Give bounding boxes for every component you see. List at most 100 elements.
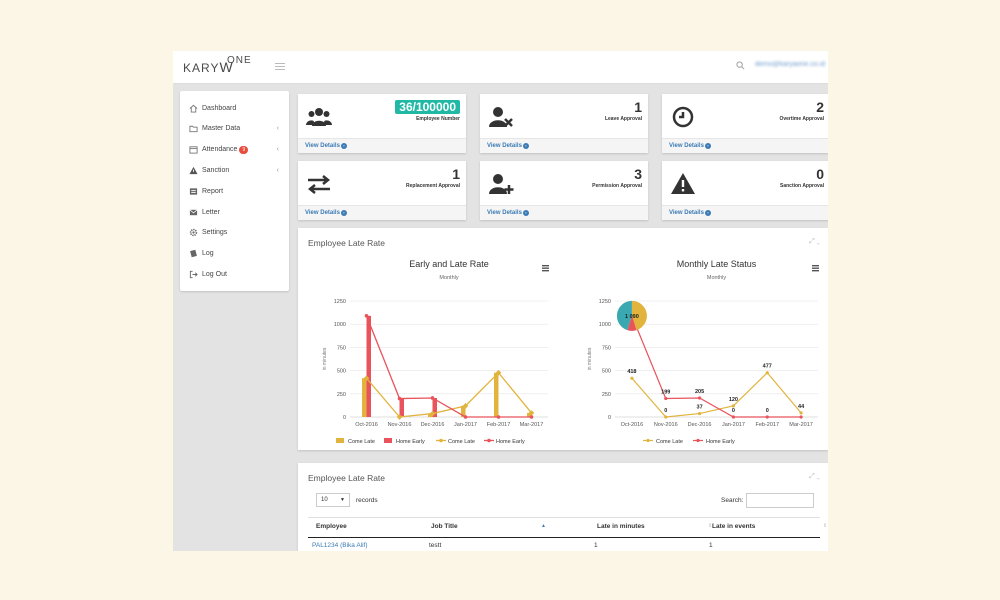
column-header-late-minutes[interactable]: Late in minutes [597, 523, 645, 530]
sidebar-item-settings[interactable]: Settings [188, 226, 283, 240]
column-header-employee[interactable]: Employee [316, 523, 347, 530]
legend-item[interactable]: Come Late [643, 438, 683, 445]
sort-asc-icon[interactable]: ▲ [541, 523, 546, 529]
stat-card-leave-approval: 1 Leave Approval View Details › [480, 94, 648, 153]
point-home-early [765, 415, 769, 419]
search-icon[interactable] [736, 61, 745, 70]
card-footer: View Details › [662, 205, 828, 220]
legend-item[interactable]: Come Late [436, 438, 475, 445]
sidebar-item-letter[interactable]: Letter [188, 205, 283, 219]
view-details-label: View Details [487, 143, 522, 149]
user-email[interactable]: demo@karyaone.co.id [755, 61, 826, 68]
users-icon [306, 104, 332, 130]
view-details-link[interactable]: View Details › [305, 143, 347, 149]
y-axis-label: in minutes [587, 347, 593, 370]
chart-subtitle: Monthly [707, 275, 727, 281]
view-details-link[interactable]: View Details › [487, 210, 529, 216]
column-header-late-events[interactable]: Late in events [712, 523, 756, 530]
stat-value: 3 [634, 166, 642, 182]
sidebar-item-sanction[interactable]: Sanction ‹ [188, 163, 283, 177]
point-come-late [664, 415, 668, 419]
point-home-early [364, 314, 369, 318]
y-tick-label: 0 [608, 415, 611, 421]
table-header-divider [308, 517, 820, 518]
envelope-icon [188, 207, 198, 217]
y-tick-label: 0 [343, 415, 346, 421]
page-size-select[interactable]: 10 ▼ [316, 493, 350, 507]
sidebar-item-label: Sanction [202, 166, 230, 174]
sidebar-item-report[interactable]: Report [188, 184, 283, 198]
legend-item[interactable]: Home Early [693, 438, 735, 445]
logo-text: KARY [183, 61, 220, 75]
x-tick-label: Dec-2016 [688, 422, 712, 428]
chart-menu-icon[interactable] [812, 265, 819, 272]
logo-w: W [219, 59, 234, 75]
point-come-late [799, 411, 803, 415]
bar-come-late [494, 372, 499, 417]
chart-title: Monthly Late Status [677, 259, 757, 269]
chevron-left-icon[interactable]: ‹ [276, 125, 279, 133]
view-details-link[interactable]: View Details › [305, 210, 347, 216]
sidebar-item-attendance[interactable]: Attendance 9 ‹ [188, 143, 283, 157]
table-cell-employee[interactable]: PAL1234 (Bika Alif) [312, 542, 368, 549]
early-late-rate-chart: Early and Late Rate Monthly 0 250 500 750 1000… [322, 259, 549, 445]
point-home-early [731, 415, 736, 419]
y-tick-label: 500 [337, 369, 346, 375]
y-tick-label: 1000 [599, 322, 611, 328]
card-footer: View Details › [298, 205, 466, 220]
point-come-late [396, 414, 403, 420]
point-come-late [363, 375, 370, 382]
data-label: 418 [627, 369, 636, 375]
stat-value: 36/100000 [395, 100, 460, 114]
karyaone-logo[interactable]: KARYW ONE [183, 55, 251, 75]
chevron-left-icon[interactable]: ‹ [276, 146, 279, 154]
sidebar-item-label: Master Data [202, 125, 241, 133]
sort-icon[interactable]: ⇕ [708, 523, 713, 529]
sidebar-item-dashboard[interactable]: Dashboard [188, 101, 283, 115]
legend-swatch [336, 438, 344, 443]
app-window: KARYW ONE demo@karyaone.co.id Dashboard M… [173, 51, 828, 551]
arrow-circle-icon: › [522, 210, 529, 216]
panel-tools[interactable]: ⤢ ⌄ [809, 238, 820, 245]
stat-label: Employee Number [416, 116, 460, 122]
stat-card-permission-approval: 3 Permission Approval View Details › [480, 161, 648, 220]
legend-item[interactable]: Home Early [384, 438, 425, 445]
gear-icon [188, 228, 198, 238]
bar-come-late [428, 413, 433, 417]
point-come-late [630, 376, 634, 380]
card-footer: View Details › [480, 205, 648, 220]
sidebar-item-label: Log [202, 250, 214, 258]
chart-menu-icon[interactable] [542, 265, 549, 272]
point-home-early [697, 396, 702, 400]
clock-icon [670, 104, 696, 130]
sidebar-item-log[interactable]: Log [188, 247, 283, 261]
report-icon [188, 186, 198, 196]
pie-slice [616, 300, 632, 331]
sidebar-item-label: Attendance [202, 146, 238, 154]
menu-line [812, 265, 819, 267]
calendar-icon [188, 145, 198, 155]
menu-toggle-icon[interactable] [275, 63, 285, 71]
column-header-job-title[interactable]: Job Title [431, 523, 458, 530]
sidebar-item-label: Report [202, 187, 224, 195]
sidebar-item-master-data[interactable]: Master Data ‹ [188, 122, 283, 136]
view-details-link[interactable]: View Details › [487, 143, 529, 149]
warning-icon [670, 171, 696, 197]
view-details-link[interactable]: View Details › [669, 143, 711, 149]
sidebar-item-log-out[interactable]: Log Out [188, 267, 283, 281]
point-home-early [496, 415, 501, 419]
sort-icon[interactable]: ⇕ [823, 523, 828, 529]
bar-home-early [432, 397, 437, 417]
point-come-late [528, 410, 535, 416]
table-panel: Employee Late Rate ⤢ ⌄ 10 ▼ records Searc… [298, 463, 828, 551]
legend-item[interactable]: Home Early [484, 438, 525, 445]
sidebar-item-label: Log Out [202, 270, 227, 278]
sidebar-item-label: Settings [202, 229, 228, 237]
table-search-input[interactable] [746, 493, 814, 508]
legend-item[interactable]: Come Late [336, 438, 375, 445]
stat-card-overtime-approval: 2 Overtime Approval View Details › [662, 94, 828, 153]
legend-swatch [384, 438, 392, 443]
panel-tools[interactable]: ⤢ ⌄ [809, 473, 820, 480]
view-details-link[interactable]: View Details › [669, 210, 711, 216]
chevron-left-icon[interactable]: ‹ [276, 166, 279, 174]
